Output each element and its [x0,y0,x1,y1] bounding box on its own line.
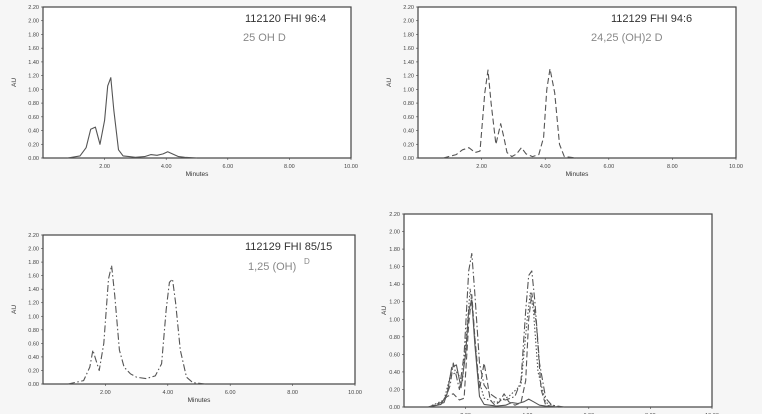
y-tick-label: 2.20 [28,233,39,239]
y-axis-label: AU [11,78,18,87]
x-tick-label: 10.00 [344,164,358,170]
plot-group: 0.00 0.20 0.40 0.60 0.80 1.00 1.20 1.40 1.60 1.80… [11,5,358,178]
chart-panel-bottom-left: 0.00 0.20 0.40 0.60 0.80 1.00 1.20 1.40 1.60 1.80… [0,207,381,414]
y-tick-label: 0.60 [389,352,400,358]
x-tick-label: 8.00 [667,164,678,170]
y-tick-label: 0.60 [403,115,414,121]
y-tick-label: 0.60 [28,115,39,121]
y-axis-label: AU [11,305,18,314]
plot-frame [417,6,737,159]
y-tick-label: 0.20 [389,387,400,393]
y-tick-label: 1.20 [28,301,39,307]
y-axis-label: AU [386,78,393,87]
chart-svg-1: 0.00 0.20 0.40 0.60 0.80 1.00 1.20 1.40 1.60 1.80… [11,5,358,178]
x-tick-label: 8.00 [284,164,295,170]
y-tick-label: 0.00 [28,156,39,162]
y-tick-label: 1.80 [28,260,39,266]
x-tick-label: 6.00 [603,164,614,170]
y-tick-label: 0.00 [28,382,39,388]
chart-subtitle-superscript: D [304,257,310,266]
y-tick-label: 2.20 [403,5,414,11]
y-tick-label: 1.40 [28,287,39,293]
x-axis-label: Minutes [188,397,212,404]
x-tick-label: 2.00 [99,164,110,170]
plot-frame [42,234,356,385]
chart-svg-2: 0.00 0.20 0.40 0.60 0.80 1.00 1.20 1.40 1.60 1.80… [386,5,743,178]
chart-svg-3: 0.00 0.20 0.40 0.60 0.80 1.00 1.20 1.40 1.60 1.80… [11,233,362,404]
y-tick-label: 0.80 [403,101,414,107]
chart-title: 112120 FHI 96:4 [245,13,326,25]
y-tick-label: 1.80 [403,32,414,38]
x-tick-label: 6.00 [225,390,236,396]
x-axis-label: Minutes [186,171,210,178]
series-line-dashdot [428,252,565,408]
plot-group: 0.00 0.20 0.40 0.60 0.80 1.00 1.20 1.40 1.60 1.80… [386,5,743,178]
x-axis-label: Minutes [566,171,590,178]
x-tick-label: 4.00 [540,164,551,170]
y-tick-label: 1.40 [28,60,39,66]
y-tick-label: 2.00 [389,230,400,236]
y-tick-label: 1.60 [403,46,414,52]
series-line-dashdot [67,264,206,385]
series-line-dash [428,292,559,408]
y-tick-label: 1.00 [28,87,39,93]
x-tick-label: 10.00 [729,164,743,170]
y-tick-label: 0.00 [389,405,400,411]
x-tick-label: 8.00 [287,390,298,396]
y-tick-label: 1.40 [389,282,400,288]
y-tick-label: 2.20 [389,212,400,218]
chart-subtitle: 25 OH D [243,32,286,44]
plot-frame [403,213,713,408]
plot-group: 0.00 0.20 0.40 0.60 0.80 1.00 1.20 1.40 1.60 1.80… [11,233,362,404]
x-tick-label: 6.00 [222,164,233,170]
series-line-dot [428,288,559,408]
chart-title: 112129 FHI 94:6 [611,13,692,25]
y-tick-label: 0.20 [403,142,414,148]
y-tick-label: 1.80 [389,247,400,253]
y-tick-label: 0.40 [28,355,39,361]
plot-group: 0.00 0.20 0.40 0.60 0.80 1.00 1.20 1.40 1.60 1.80… [381,212,719,414]
series-line-solid [67,77,198,159]
chart-svg-4: 0.00 0.20 0.40 0.60 0.80 1.00 1.20 1.40 1.60 1.80… [381,212,719,414]
y-tick-label: 1.80 [28,32,39,38]
chart-subtitle: 1,25 (OH) [248,261,296,273]
y-tick-label: 1.00 [389,317,400,323]
y-tick-label: 1.20 [389,300,400,306]
x-tick-label: 2.00 [100,390,111,396]
y-tick-label: 0.80 [389,335,400,341]
y-tick-label: 1.00 [403,87,414,93]
y-tick-label: 0.40 [389,370,400,376]
y-axis-label: AU [381,306,388,315]
y-tick-label: 0.80 [28,101,39,107]
y-tick-label: 0.20 [28,368,39,374]
y-tick-label: 0.00 [403,156,414,162]
y-tick-label: 1.60 [389,265,400,271]
y-tick-label: 1.20 [28,74,39,80]
chart-subtitle: 24,25 (OH)2 D [591,32,663,44]
y-tick-label: 1.20 [403,74,414,80]
y-tick-label: 1.00 [28,314,39,320]
x-tick-label: 2.00 [476,164,487,170]
y-tick-label: 2.00 [28,247,39,253]
chart-panel-bottom-right: 0.00 0.20 0.40 0.60 0.80 1.00 1.20 1.40 1.60 1.80… [381,207,762,414]
y-tick-label: 0.60 [28,341,39,347]
y-tick-label: 2.00 [403,19,414,25]
y-tick-label: 1.40 [403,60,414,66]
y-tick-label: 0.20 [28,142,39,148]
y-tick-label: 1.60 [28,274,39,280]
chart-panel-top-right: 0.00 0.20 0.40 0.60 0.80 1.00 1.20 1.40 1.60 1.80… [381,0,762,207]
chart-panel-top-left: 0.00 0.20 0.40 0.60 0.80 1.00 1.20 1.40 1.60 1.80… [0,0,381,207]
y-tick-label: 2.20 [28,5,39,11]
x-tick-label: 4.00 [162,390,173,396]
y-tick-label: 2.00 [28,19,39,25]
y-tick-label: 1.60 [28,46,39,52]
y-tick-label: 0.40 [403,129,414,135]
series-line-dash [443,68,578,159]
y-tick-label: 0.40 [28,129,39,135]
plot-frame [42,6,352,159]
chart-title: 112129 FHI 85/15 [245,241,332,253]
x-tick-label: 10.00 [348,390,362,396]
y-tick-label: 0.80 [28,328,39,334]
x-tick-label: 4.00 [161,164,172,170]
